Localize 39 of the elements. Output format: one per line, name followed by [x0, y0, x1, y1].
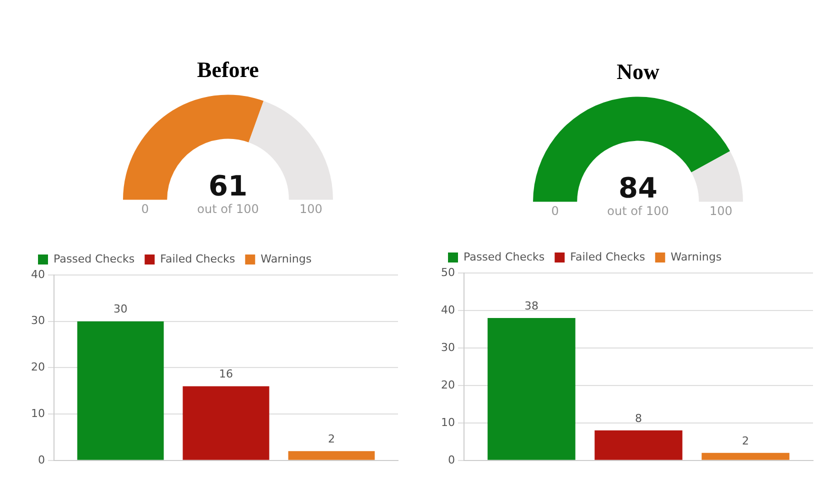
legend-label: Passed Checks [464, 250, 545, 264]
y-tick-label: 10 [30, 406, 45, 420]
text: out of 100 [197, 202, 259, 216]
legend-label: Passed Checks [54, 252, 135, 266]
bar [77, 321, 164, 460]
legend-label: Failed Checks [160, 252, 236, 266]
bar [182, 386, 270, 460]
text: 100 [299, 202, 322, 216]
chart-title: Before [197, 56, 260, 82]
y-tick-label: 40 [30, 268, 45, 281]
legend-label: Failed Checks [570, 250, 646, 264]
text: 0 [141, 202, 149, 216]
y-tick-label: 40 [440, 303, 455, 316]
legend-label: Warnings [260, 252, 312, 266]
data-label: 8 [635, 412, 642, 425]
text: 100 [709, 204, 732, 218]
y-tick-label: 0 [38, 453, 45, 466]
text: 0 [551, 204, 559, 218]
y-tick-label: 20 [30, 360, 45, 374]
bar [702, 452, 790, 460]
y-tick-label: 30 [30, 314, 45, 328]
bar [594, 430, 682, 460]
data-label: 38 [524, 299, 538, 312]
legend-label: Warnings [670, 250, 722, 264]
bar [288, 451, 375, 460]
data-label: 84 [618, 172, 658, 205]
y-tick-label: 0 [448, 453, 455, 466]
data-label: 2 [742, 434, 750, 448]
y-tick-label: 50 [440, 266, 455, 279]
y-tick-label: 20 [440, 378, 455, 392]
data-label: 61 [208, 170, 248, 203]
chart-title: Now [616, 58, 660, 84]
bar [488, 318, 576, 460]
y-tick-label: 30 [440, 340, 455, 354]
text: out of 100 [607, 204, 669, 218]
data-label: 16 [219, 368, 233, 381]
data-label: 30 [114, 302, 128, 316]
y-tick-label: 10 [440, 416, 455, 429]
data-label: 2 [328, 432, 335, 446]
